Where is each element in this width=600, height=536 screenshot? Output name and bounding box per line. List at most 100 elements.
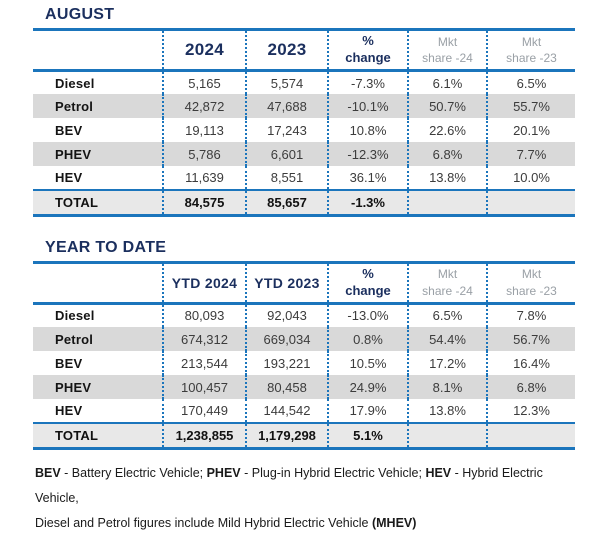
- august-title: AUGUST: [45, 6, 115, 23]
- footnote: BEV - Battery Electric Vehicle; PHEV - P…: [35, 461, 575, 536]
- row-label: BEV: [55, 355, 83, 371]
- value-ytd-2024: 213,544: [162, 351, 246, 376]
- table-row-petrol: Petrol 42,872 47,688 -10.1% 50.7% 55.7%: [33, 94, 575, 119]
- value-ytd-2024: 1,238,855: [162, 422, 246, 450]
- value-2023: 8,551: [245, 166, 328, 191]
- value-pct-change: 5.1%: [327, 422, 408, 450]
- value-pct-change: -7.3%: [327, 70, 408, 95]
- value-mkt-share-24: 17.2%: [407, 351, 487, 376]
- value-2023: 17,243: [245, 118, 328, 143]
- row-label: PHEV: [55, 146, 92, 162]
- table-row-total: TOTAL 84,575 85,657 -1.3%: [33, 189, 575, 217]
- value-2024: 5,786: [162, 142, 246, 167]
- table-row-petrol: Petrol 674,312 669,034 0.8% 54.4% 56.7%: [33, 327, 575, 352]
- value-ytd-2024: 100,457: [162, 375, 246, 400]
- year-to-date-title: YEAR TO DATE: [45, 238, 167, 256]
- value-pct-change: -12.3%: [327, 142, 408, 167]
- footnote-mhev-abbr: (MHEV): [371, 515, 417, 530]
- table-row-diesel: Diesel 5,165 5,574 -7.3% 6.1% 6.5%: [33, 70, 575, 95]
- row-label: BEV: [55, 122, 83, 138]
- value-ytd-2023: 92,043: [245, 303, 328, 328]
- value-mkt-share-23: 10.0%: [486, 166, 575, 191]
- value-2023: 85,657: [245, 189, 328, 217]
- value-pct-change: -1.3%: [327, 189, 408, 217]
- footnote-hev-abbr: HEV: [425, 465, 452, 480]
- value-ytd-2023: 1,179,298: [245, 422, 328, 450]
- row-label: TOTAL: [33, 422, 163, 450]
- header-pct-change: % change: [327, 28, 408, 72]
- table-row-phev: PHEV 5,786 6,601 -12.3% 6.8% 7.7%: [33, 142, 575, 167]
- header-ytd-2024: YTD 2024: [162, 260, 246, 305]
- footnote-hev-text: - Hybrid Electric Vehicle,: [35, 465, 543, 505]
- value-2024: 42,872: [162, 94, 246, 119]
- value-pct-change: -10.1%: [327, 94, 408, 119]
- value-2023: 6,601: [245, 142, 328, 167]
- value-pct-change: 24.9%: [327, 375, 408, 400]
- header-mkt-share-23: Mkt share -23: [486, 28, 575, 72]
- row-label: Diesel: [55, 308, 95, 324]
- year-to-date-section: YEAR TO DATE YTD 2024 YTD 2023 % change …: [33, 239, 575, 450]
- footnote-line2-text: Diesel and Petrol figures include Mild H…: [35, 515, 372, 530]
- header-pct-change: % change: [327, 260, 408, 305]
- value-pct-change: 0.8%: [327, 327, 408, 352]
- value-2024: 5,165: [162, 70, 246, 95]
- footnote-bev-text: - Battery Electric Vehicle;: [60, 465, 207, 480]
- value-2023: 47,688: [245, 94, 328, 119]
- footnote-phev-text: - Plug-in Hybrid Electric Vehicle;: [240, 465, 426, 480]
- value-mkt-share-23: 56.7%: [486, 327, 575, 352]
- value-2024: 84,575: [162, 189, 246, 217]
- value-mkt-share-24: 6.5%: [407, 303, 487, 328]
- value-2024: 19,113: [162, 118, 246, 143]
- value-mkt-share-24: 8.1%: [407, 375, 487, 400]
- value-pct-change: 10.5%: [327, 351, 408, 376]
- value-mkt-share-24: 50.7%: [407, 94, 487, 119]
- ytd-header-row: YTD 2024 YTD 2023 % change Mkt share -24…: [33, 260, 575, 305]
- value-pct-change: 10.8%: [327, 118, 408, 143]
- footnote-bev-abbr: BEV: [35, 465, 61, 480]
- value-mkt-share-23: 20.1%: [486, 118, 575, 143]
- value-mkt-share-24: 54.4%: [407, 327, 487, 352]
- value-pct-change: -13.0%: [327, 303, 408, 328]
- value-ytd-2023: 80,458: [245, 375, 328, 400]
- value-mkt-share-24: 13.8%: [407, 166, 487, 191]
- year-to-date-table: YTD 2024 YTD 2023 % change Mkt share -24…: [33, 260, 575, 450]
- header-blank-cell: [33, 28, 163, 72]
- table-row-bev: BEV 213,544 193,221 10.5% 17.2% 16.4%: [33, 351, 575, 376]
- value-mkt-share-24: [407, 422, 487, 450]
- value-pct-change: 36.1%: [327, 166, 408, 191]
- value-mkt-share-23: 6.8%: [486, 375, 575, 400]
- table-row-total: TOTAL 1,238,855 1,179,298 5.1%: [33, 422, 575, 450]
- august-section: AUGUST 2024 2023 % change Mkt share -24 …: [33, 6, 575, 217]
- value-ytd-2023: 669,034: [245, 327, 328, 352]
- row-label: HEV: [55, 403, 83, 419]
- value-mkt-share-23: 6.5%: [486, 70, 575, 95]
- table-row-bev: BEV 19,113 17,243 10.8% 22.6% 20.1%: [33, 118, 575, 143]
- august-header-row: 2024 2023 % change Mkt share -24 Mkt sha…: [33, 28, 575, 72]
- value-mkt-share-23: [486, 422, 575, 450]
- row-label: PHEV: [55, 379, 92, 395]
- value-mkt-share-23: 7.7%: [486, 142, 575, 167]
- header-year-2024: 2024: [162, 28, 246, 72]
- header-year-2023: 2023: [245, 28, 328, 72]
- table-row-hev: HEV 170,449 144,542 17.9% 13.8% 12.3%: [33, 399, 575, 424]
- value-mkt-share-24: 6.1%: [407, 70, 487, 95]
- value-2024: 11,639: [162, 166, 246, 191]
- table-row-hev: HEV 11,639 8,551 36.1% 13.8% 10.0%: [33, 166, 575, 191]
- table-row-phev: PHEV 100,457 80,458 24.9% 8.1% 6.8%: [33, 375, 575, 400]
- header-mkt-share-23: Mkt share -23: [486, 260, 575, 305]
- value-mkt-share-23: [486, 189, 575, 217]
- table-row-diesel: Diesel 80,093 92,043 -13.0% 6.5% 7.8%: [33, 303, 575, 328]
- value-ytd-2023: 193,221: [245, 351, 328, 376]
- value-ytd-2024: 674,312: [162, 327, 246, 352]
- footnote-phev-abbr: PHEV: [206, 465, 241, 480]
- value-ytd-2024: 80,093: [162, 303, 246, 328]
- august-table: 2024 2023 % change Mkt share -24 Mkt sha…: [33, 28, 575, 217]
- header-mkt-share-24: Mkt share -24: [407, 260, 487, 305]
- row-label: Diesel: [55, 75, 95, 91]
- value-ytd-2024: 170,449: [162, 399, 246, 424]
- value-pct-change: 17.9%: [327, 399, 408, 424]
- value-ytd-2023: 144,542: [245, 399, 328, 424]
- header-blank-cell: [33, 260, 163, 305]
- value-mkt-share-24: [407, 189, 487, 217]
- value-mkt-share-23: 12.3%: [486, 399, 575, 424]
